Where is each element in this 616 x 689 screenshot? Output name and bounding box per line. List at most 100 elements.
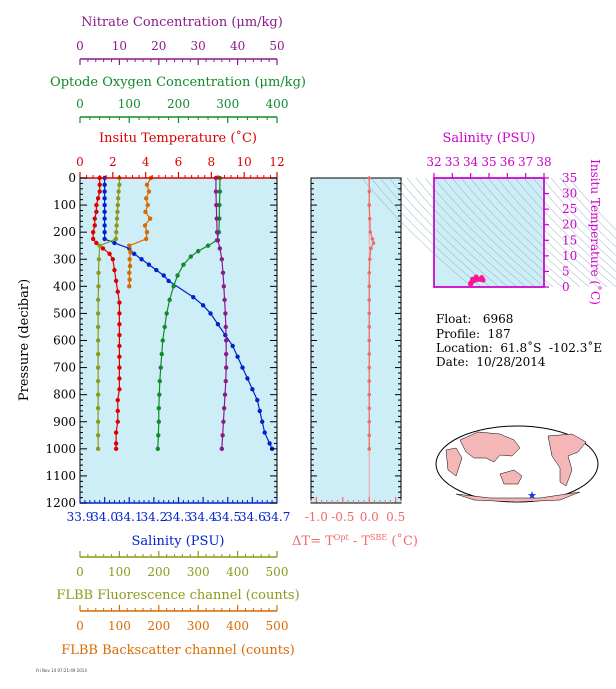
flbb-fluorescence-channel-point (116, 196, 121, 201)
backscatter-tick-label: 0 (76, 619, 84, 633)
delta-t-point (370, 237, 375, 241)
salinity-point (112, 240, 117, 246)
temperature-tick-label: 2 (109, 155, 117, 169)
ts-temperature-tick-label: 5 (562, 264, 570, 278)
nitrate-tick-label: 50 (269, 39, 284, 53)
flbb-fluorescence-channel-point (95, 419, 101, 424)
temperature-tick-label: 4 (142, 155, 150, 169)
salinity-line (104, 178, 273, 450)
flbb-fluorescence-channel-point (95, 392, 101, 397)
backscatter-tick-label: 400 (226, 619, 249, 633)
flbb-backscatter-channel-point (142, 223, 148, 228)
insitu-temperature-point (113, 441, 119, 446)
optode-oxygen-concentration-point (156, 406, 161, 411)
delta-t-panel-background (310, 177, 402, 504)
salinity-point (230, 343, 235, 349)
insitu-temperature-point (90, 236, 96, 242)
salinity-tick-label: 34.6 (239, 510, 266, 524)
oxygen-axis-title: Optode Oxygen Concentration (μm/kg) (50, 75, 306, 90)
insitu-temperature-point (95, 196, 101, 201)
info-location-value: 61.8˚S -102.3˚E (500, 341, 603, 355)
insitu-temperature-point (107, 251, 112, 257)
ts-temperature-tick-label: 25 (562, 202, 577, 216)
delta-t-point (367, 216, 372, 221)
salinity-tick-label: 34.4 (190, 510, 217, 524)
map-land-africa (445, 447, 463, 477)
insitu-temperature-point (117, 376, 122, 381)
nitrate-concentration-point (214, 202, 219, 208)
delta-t-point (367, 257, 372, 262)
flbb-fluorescence-channel-point (95, 406, 101, 411)
flbb-backscatter-channel-point (144, 229, 150, 235)
nitrate-concentration-point (223, 324, 228, 330)
oxygen-tick-label: 200 (167, 97, 190, 111)
salinity-point (102, 182, 107, 187)
flbb-fluorescence-channel-point (115, 209, 120, 215)
insitu-temperature-point (117, 311, 122, 316)
delta-t-point (367, 352, 372, 356)
ts-density-contour (370, 177, 482, 288)
delta-t-point (367, 365, 372, 370)
salinity-point (102, 229, 107, 235)
fluorescence-axis-title: FLBB Fluorescence channel (counts) (56, 588, 299, 603)
salinity-point (223, 332, 228, 338)
delta-t-point (367, 284, 372, 289)
salinity-point (250, 387, 255, 392)
fluorescence-tick-label: 500 (266, 565, 289, 579)
delta-t-point (368, 230, 373, 234)
nitrate-concentration-point (222, 297, 227, 303)
flbb-backscatter-channel-point (128, 250, 133, 255)
insitu-temperature-point (117, 322, 122, 327)
pressure-tick-label: 1100 (45, 469, 76, 483)
flbb-fluorescence-channel-point (95, 433, 101, 438)
backscatter-tick-label: 500 (266, 619, 289, 633)
insitu-temperature-point (90, 229, 96, 235)
flbb-fluorescence-channel-point (114, 223, 119, 228)
delta-t-point (367, 176, 372, 180)
oxygen-tick-label: 400 (266, 97, 289, 111)
delta-t-point (367, 433, 372, 438)
ts-salinity-tick-label: 36 (500, 155, 515, 169)
ts-density-contour (487, 177, 599, 288)
info-float-label: Float: (436, 312, 472, 326)
info-profile-label: Profile: (436, 327, 481, 341)
pressure-tick-label: 200 (53, 225, 76, 239)
delta-t-point (367, 379, 372, 383)
salinity-point (146, 262, 152, 267)
nitrate-concentration-point (219, 446, 225, 452)
delta-t-axes: -1.0 -0.5 0.0 0.5 (305, 177, 405, 524)
salinity-tick-label: 34.3 (165, 510, 192, 524)
nitrate-tick-label: 30 (191, 39, 206, 53)
optode-oxygen-concentration-point (217, 189, 223, 194)
backscatter-axis-title: FLBB Backscatter channel (counts) (61, 643, 295, 658)
ts-density-contour (388, 177, 500, 288)
pressure-tick-label: 0 (68, 171, 76, 185)
flbb-backscatter-channel-point (127, 277, 132, 282)
nitrate-concentration-point (223, 311, 228, 316)
salinity-tick-label: 34.0 (91, 510, 118, 524)
salinity-point (191, 294, 196, 300)
nitrate-concentration-point (220, 270, 226, 275)
salinity-point (166, 278, 171, 284)
flbb-backscatter-channel-point (127, 284, 132, 289)
nitrate-tick-label: 20 (151, 39, 166, 53)
nitrate-concentration-point (221, 419, 226, 424)
ts-salinity-tick-label: 33 (445, 155, 460, 169)
ts-salinity-tick-label: 37 (518, 155, 533, 169)
salinity-point (245, 376, 250, 381)
info-date: Date: 10/28/2014 (436, 355, 546, 369)
flbb-fluorescence-channel-point (95, 338, 101, 343)
insitu-temperature-point (94, 209, 99, 215)
optode-oxygen-concentration-point (160, 338, 165, 343)
nitrate-concentration-point (223, 378, 228, 384)
salinity-point (102, 189, 107, 194)
delta-t-point (367, 338, 372, 343)
optode-oxygen-concentration-point (155, 446, 161, 452)
ts-density-contour (568, 177, 616, 231)
pressure-tick-label: 1000 (45, 442, 76, 456)
ts-density-contour (541, 177, 616, 256)
insitu-temperature-point (112, 267, 117, 273)
delta-t-point (367, 270, 372, 275)
flbb-fluorescence-channel-point (96, 257, 102, 262)
nitrate-concentration-point (222, 406, 227, 411)
